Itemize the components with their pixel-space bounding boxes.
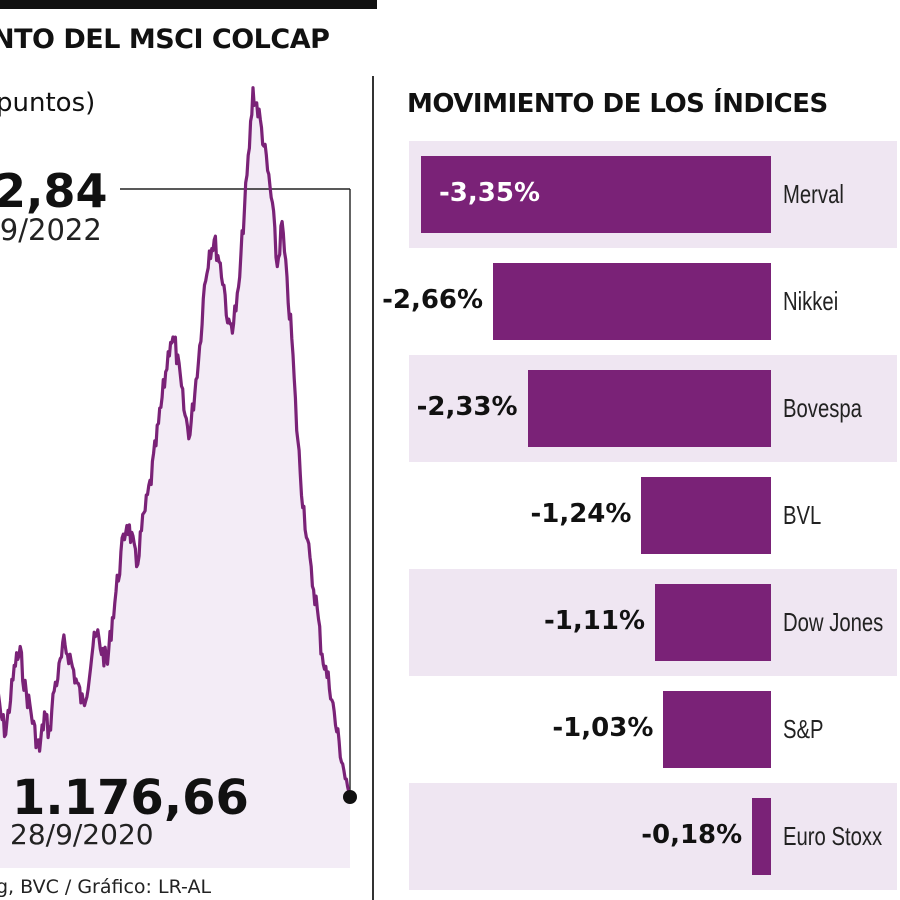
bar-category-label: Dow Jones bbox=[783, 606, 884, 637]
colcap-series-line bbox=[0, 86, 352, 798]
bar-dow-jones bbox=[655, 584, 771, 661]
line-chart-title: NTO DEL MSCI COLCAP bbox=[0, 24, 330, 55]
source-credit: g, BVC / Gráfico: LR-AL bbox=[0, 876, 212, 898]
panel-divider bbox=[372, 76, 374, 900]
peak-value-label: 2,84 bbox=[0, 164, 108, 218]
peak-date-label: /9/2022 bbox=[0, 213, 102, 247]
low-value-label: 1.176,66 bbox=[12, 770, 249, 826]
low-date-label: 28/9/2020 bbox=[10, 818, 154, 851]
bar-s-p bbox=[663, 691, 771, 768]
bar-category-label: Merval bbox=[783, 178, 844, 209]
row-band bbox=[409, 783, 897, 890]
low-point-marker bbox=[343, 790, 357, 804]
bar-category-label: S&P bbox=[783, 713, 824, 744]
bar-nikkei bbox=[493, 263, 771, 340]
bar-merval bbox=[421, 156, 771, 233]
row-band bbox=[409, 569, 897, 676]
bar-value-label: -2,33% bbox=[416, 391, 518, 422]
bar-chart-title: MOVIMIENTO DE LOS ÍNDICES bbox=[407, 89, 828, 119]
bar-value-label: -1,24% bbox=[530, 498, 632, 529]
bar-category-label: BVL bbox=[783, 499, 822, 530]
bar-value-label: -1,03% bbox=[552, 712, 654, 743]
bar-euro-stoxx bbox=[752, 798, 771, 875]
bar-category-label: Nikkei bbox=[783, 285, 839, 316]
bar-value-label: -1,11% bbox=[544, 605, 646, 636]
bar-bovespa bbox=[527, 370, 771, 447]
line-chart-unit: puntos) bbox=[0, 88, 96, 118]
bar-bvl bbox=[641, 477, 771, 554]
colcap-area bbox=[0, 87, 350, 868]
bar-value-label: -2,66% bbox=[382, 284, 484, 315]
colcap-line-chart bbox=[0, 86, 357, 868]
top-rule bbox=[0, 0, 377, 9]
bar-value-label: -3,35% bbox=[439, 177, 540, 208]
bar-category-label: Euro Stoxx bbox=[783, 820, 883, 851]
bar-value-label: -0,18% bbox=[641, 819, 743, 850]
bar-category-label: Bovespa bbox=[783, 392, 862, 423]
